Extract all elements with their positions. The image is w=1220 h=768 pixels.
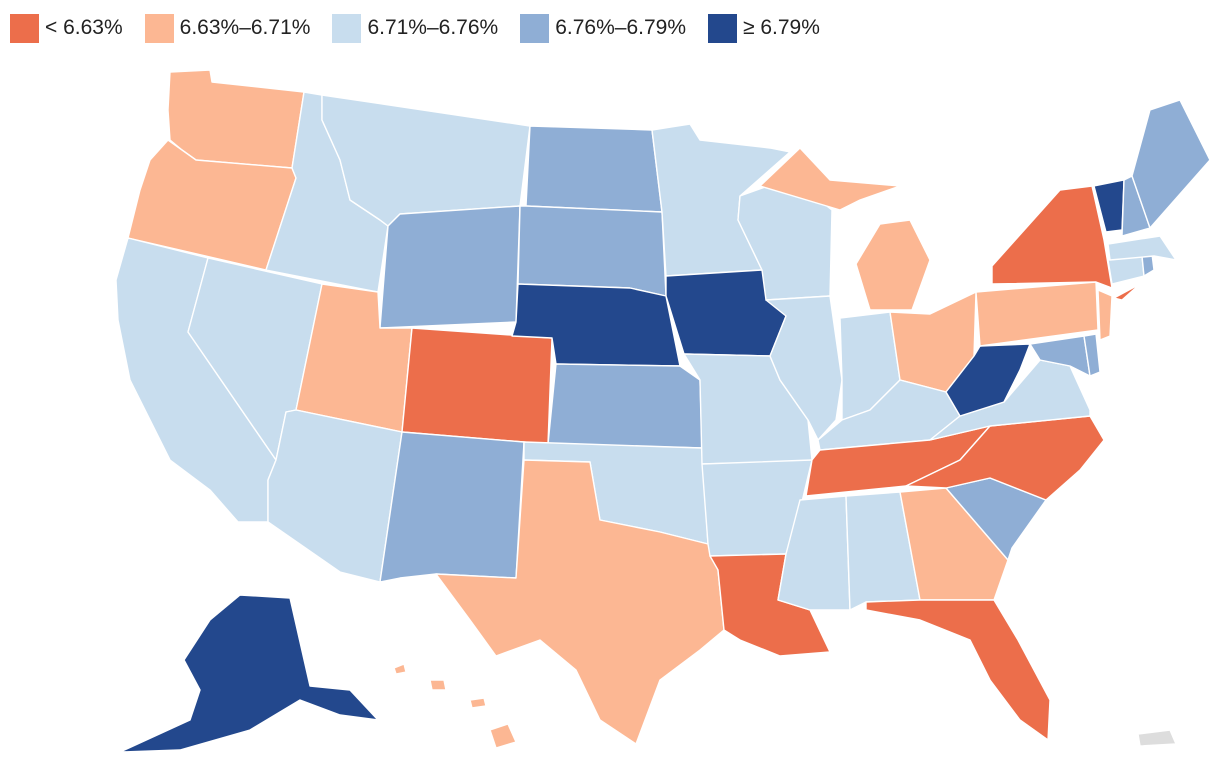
state-washington[interactable] xyxy=(167,69,305,169)
state-delaware[interactable] xyxy=(1083,333,1101,377)
legend-swatch xyxy=(520,13,550,43)
state-hawaii[interactable] xyxy=(393,663,517,749)
legend-label: ≥ 6.79% xyxy=(743,16,820,39)
legend-swatch xyxy=(10,13,39,43)
territory-puerto-rico[interactable] xyxy=(1137,729,1177,747)
state-texas[interactable] xyxy=(435,459,725,745)
state-pennsylvania[interactable] xyxy=(975,281,1099,347)
legend-item-mid: 6.71%–6.76% xyxy=(332,13,499,43)
state-maine[interactable] xyxy=(1131,99,1211,229)
legend-swatch xyxy=(144,13,174,43)
state-colorado[interactable] xyxy=(401,327,553,445)
legend-item-highest: ≥ 6.79% xyxy=(708,13,820,43)
state-arizona[interactable] xyxy=(267,409,403,583)
state-south-dakota[interactable] xyxy=(517,205,667,297)
legend-item-lowest: < 6.63% xyxy=(10,13,123,43)
legend-label: 6.76%–6.79% xyxy=(555,16,686,39)
state-west-virginia[interactable] xyxy=(945,343,1031,417)
state-new-mexico[interactable] xyxy=(379,431,525,583)
legend-item-low: 6.63%–6.71% xyxy=(144,13,311,43)
state-montana[interactable] xyxy=(321,94,531,227)
legend-swatch xyxy=(332,13,362,43)
state-north-dakota[interactable] xyxy=(525,125,663,213)
legend-label: < 6.63% xyxy=(45,16,123,39)
state-north-carolina[interactable] xyxy=(905,415,1105,501)
state-alaska[interactable] xyxy=(119,594,379,753)
state-new-jersey[interactable] xyxy=(1097,289,1113,341)
state-michigan[interactable] xyxy=(759,147,931,311)
state-massachusetts[interactable] xyxy=(1107,235,1177,261)
state-florida[interactable] xyxy=(865,599,1051,741)
legend-label: 6.71%–6.76% xyxy=(367,16,499,39)
legend-swatch xyxy=(708,13,737,43)
state-illinois[interactable] xyxy=(765,295,843,441)
legend-label: 6.63%–6.71% xyxy=(179,16,311,39)
legend-item-high: 6.76%–6.79% xyxy=(520,13,686,43)
state-kansas[interactable] xyxy=(547,363,703,449)
state-georgia[interactable] xyxy=(899,487,1009,601)
state-maryland[interactable] xyxy=(1029,335,1091,377)
map-legend: < 6.63% 6.63%–6.71% 6.71%–6.76% 6.76%–6.… xyxy=(10,12,842,44)
state-wyoming[interactable] xyxy=(379,205,521,329)
